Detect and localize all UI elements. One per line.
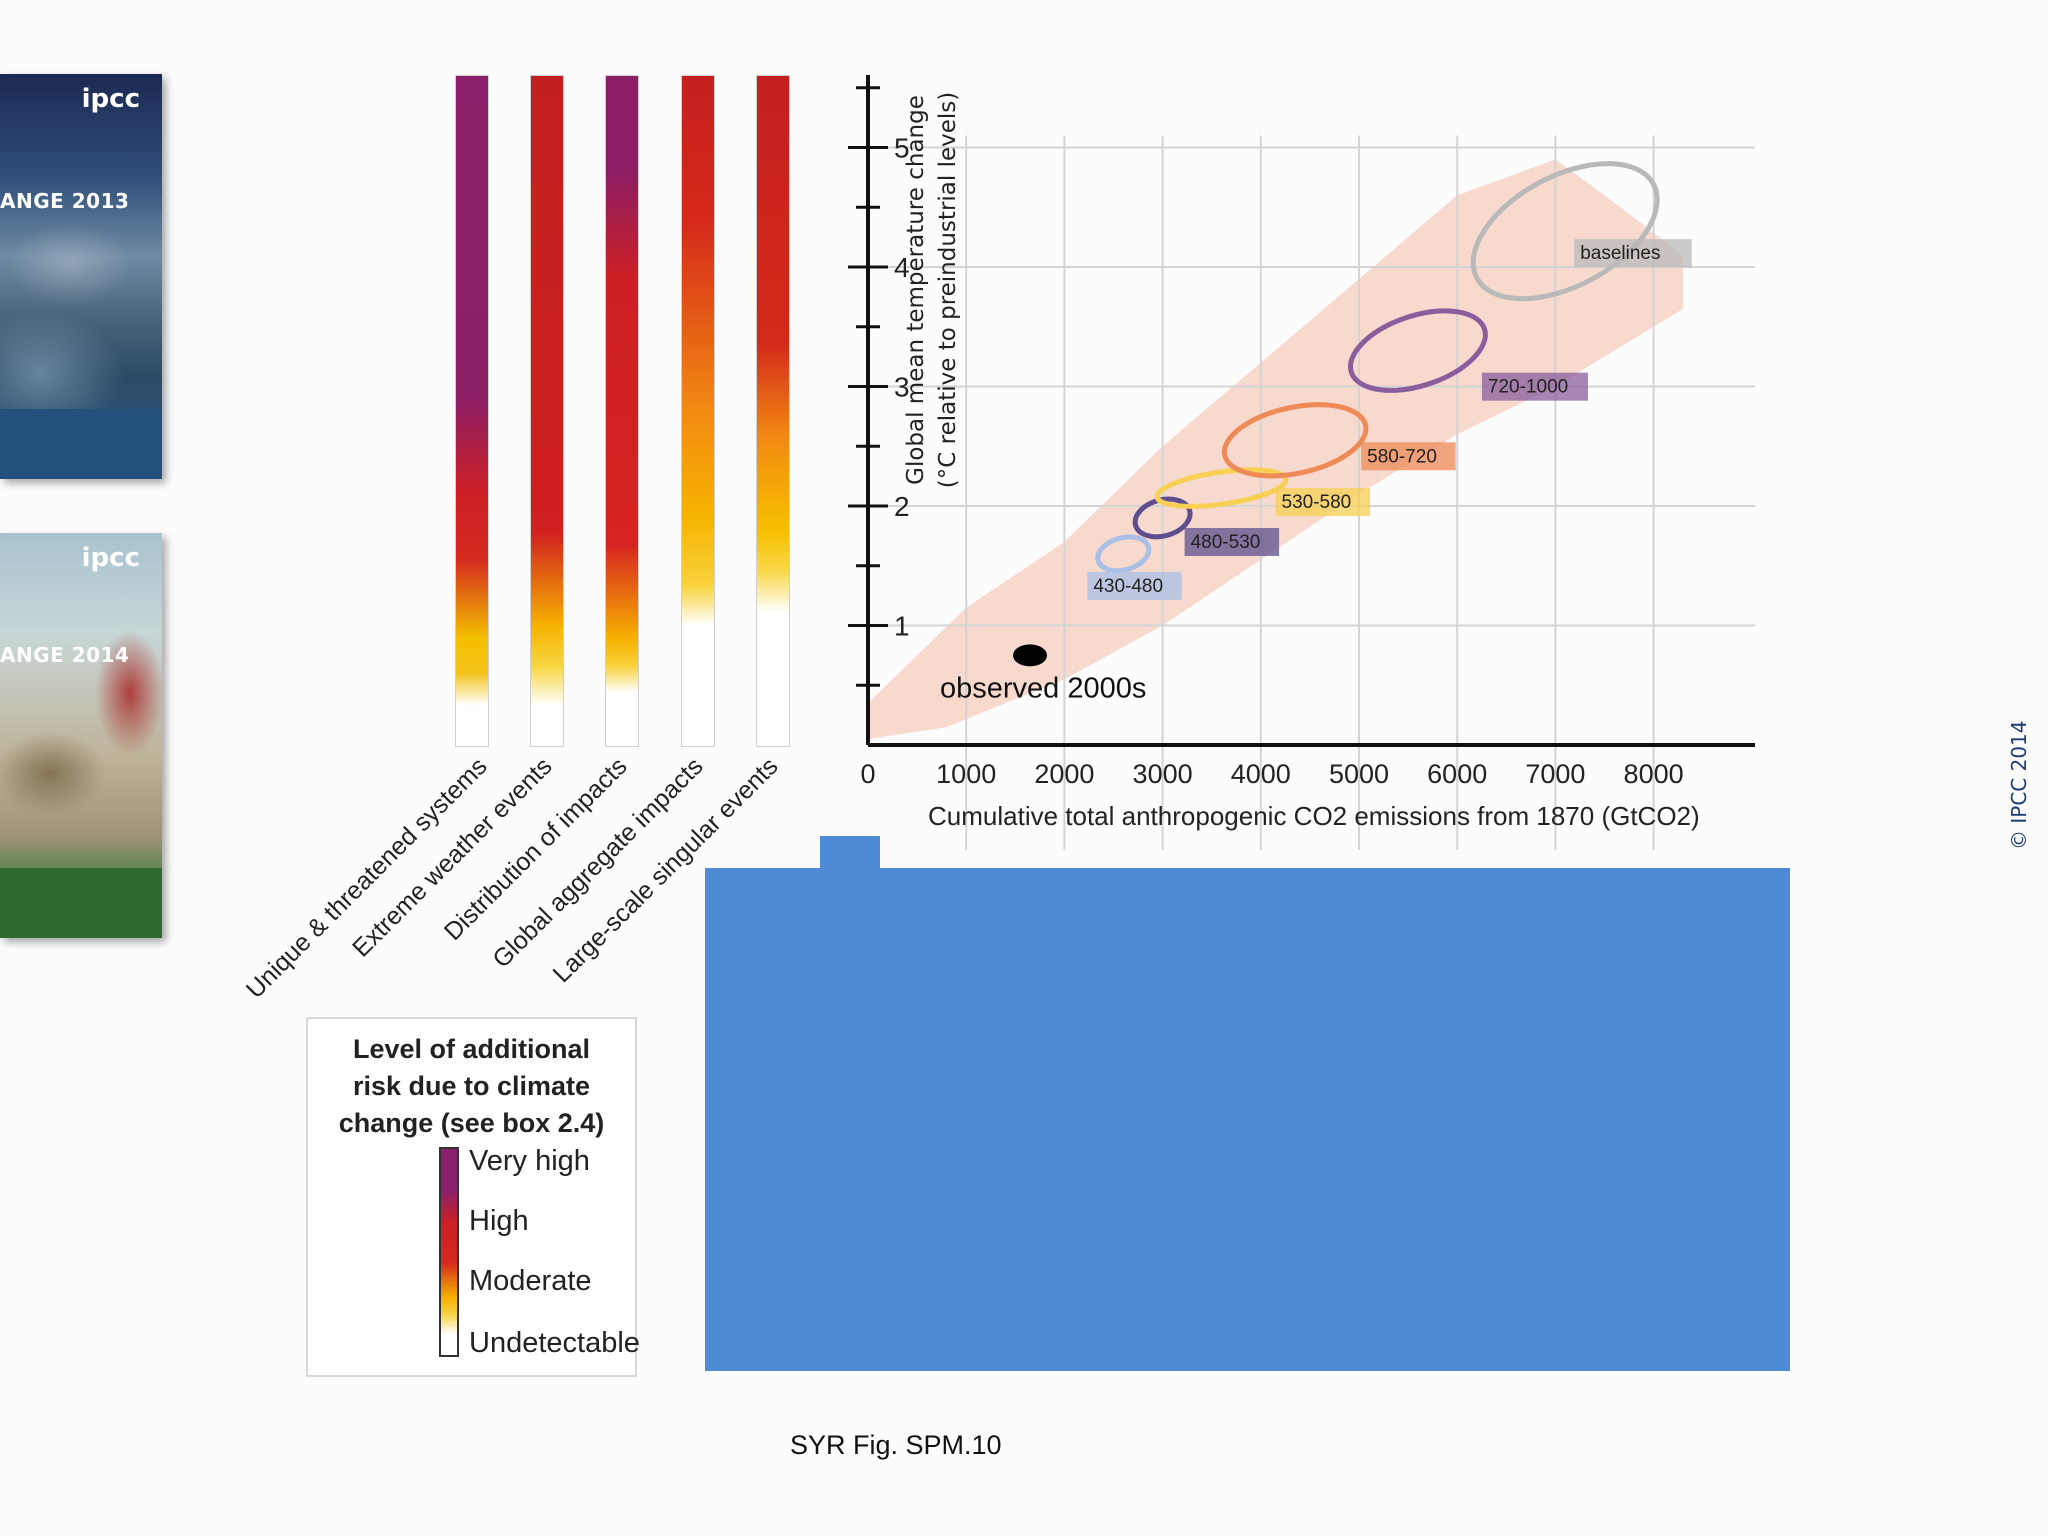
risk-legend: Level of additional risk due to climate … [306, 1017, 640, 1377]
uncertainty-band [868, 159, 1684, 740]
overlay-tab [820, 836, 880, 870]
risk-bar-global-aggregate [681, 75, 715, 747]
x-tick-label: 1000 [936, 759, 996, 789]
risk-bar-unique-threatened [455, 75, 489, 747]
category-label: Extreme weather events [347, 752, 558, 963]
y-tick-label: 1 [894, 611, 910, 642]
copyright-notice: © IPCC 2014 [2007, 720, 2031, 850]
y-tick-label: 3 [894, 372, 910, 403]
scenario-ellipse [1470, 161, 1660, 302]
scenario-ellipse [1347, 308, 1488, 393]
scenario-label-bg [1087, 571, 1182, 600]
x-tick-label: 3000 [1133, 759, 1193, 789]
temperature-emissions-chart: 1 2 3 4 5 0 1000 2000 3000 4000 5000 6000 7000 8000 Cu… [848, 75, 1755, 850]
legend-color-scale [439, 1147, 459, 1357]
scenario-label-bg [1481, 372, 1588, 401]
report-cover-wg1: ipcc ANGE 2013 [0, 74, 162, 479]
x-tick-label: 4000 [1231, 759, 1291, 789]
x-tick-label: 7000 [1525, 759, 1585, 789]
cover-band [0, 868, 162, 938]
risk-bar-extreme-weather [530, 75, 564, 747]
legend-level: Undetectable [469, 1327, 640, 1359]
x-tick-label: 2000 [1034, 759, 1094, 789]
legend-level: High [469, 1205, 529, 1237]
ipcc-logo: ipcc [81, 84, 140, 114]
cover-title: ANGE 2013 [0, 189, 130, 213]
observed-point [1013, 644, 1048, 667]
legend-title: Level of additional risk due to climate … [338, 1034, 605, 1138]
scenario-label-bg [1184, 527, 1280, 556]
y-axis-subtitle: (°C relative to preindustrial levels) [935, 92, 961, 488]
x-axis-title: Cumulative total anthropogenic CO2 emiss… [928, 801, 1700, 831]
scenario-ellipse [1095, 534, 1152, 574]
x-tick-label: 8000 [1624, 759, 1684, 789]
scenario-label: 720-1000 [1488, 377, 1568, 398]
x-tick-label: 6000 [1427, 759, 1487, 789]
scenario-label-bg [1574, 239, 1692, 268]
scenario-label-bg [1275, 488, 1371, 517]
risk-bar-distribution [605, 75, 639, 747]
overlay-panel [705, 868, 1790, 1371]
x-tick-label: 5000 [1329, 759, 1389, 789]
y-tick-label: 2 [894, 491, 910, 522]
scenario-ellipse [1221, 402, 1369, 479]
risk-bar-large-scale [756, 75, 790, 747]
y-tick-label: 4 [894, 252, 910, 283]
y-axis-title: Global mean temperature change [903, 95, 929, 485]
legend-level: Very high [469, 1145, 590, 1177]
ipcc-logo: ipcc [81, 543, 140, 573]
y-tick-label: 5 [894, 133, 910, 164]
scenario-ellipse [1154, 467, 1289, 509]
cover-title: ANGE 2014 [0, 643, 130, 667]
legend-level: Moderate [469, 1265, 592, 1297]
report-cover-wg2: ipcc ANGE 2014 [0, 533, 162, 938]
scenario-label: 480-530 [1191, 532, 1261, 553]
scenario-label-bg [1361, 442, 1456, 471]
category-label: Unique & threatened systems [240, 752, 493, 1004]
cover-band [0, 409, 162, 479]
scenario-label: 430-480 [1093, 576, 1163, 597]
scenario-label: 580-720 [1367, 446, 1437, 467]
x-tick-label: 0 [860, 759, 875, 789]
scenario-label: 530-580 [1282, 492, 1352, 513]
observed-label: observed 2000s [940, 672, 1146, 704]
scenario-label: baselines [1580, 243, 1660, 264]
figure-caption: SYR Fig. SPM.10 [790, 1430, 1002, 1460]
